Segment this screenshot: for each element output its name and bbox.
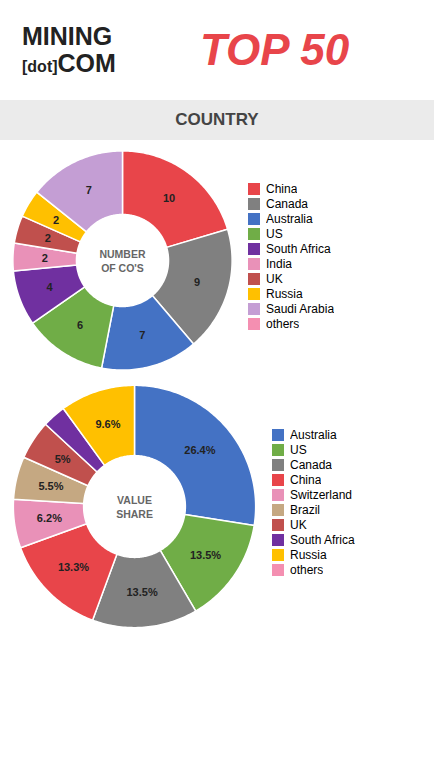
html-text:Australia: Australia (290, 428, 337, 442)
svg-text:10: 10 (163, 192, 175, 204)
html-text:Brazil: Brazil (290, 503, 320, 517)
html-text:US: US (266, 227, 283, 241)
svg-text:9: 9 (194, 276, 200, 288)
html-text:UK: UK (266, 272, 283, 286)
html-text:Canada: Canada (290, 458, 332, 472)
html-text:Russia: Russia (266, 287, 303, 301)
svg-text:6.2%: 6.2% (37, 512, 62, 524)
html-text:South Africa: South Africa (290, 533, 355, 547)
svg-text:6: 6 (77, 319, 83, 331)
svg-text:VALUESHARE: VALUESHARE (116, 494, 153, 520)
html-text:China: China (266, 182, 298, 196)
html-text:Saudi Arabia: Saudi Arabia (266, 302, 335, 316)
svg-text:NUMBEROF CO'S: NUMBEROF CO'S (99, 248, 145, 274)
svg-text:4: 4 (46, 281, 53, 293)
svg-text:13.5%: 13.5% (126, 586, 157, 598)
svg-text:26.4%: 26.4% (184, 444, 215, 456)
html-text:others: others (266, 317, 300, 331)
svg-text:5.5%: 5.5% (38, 480, 63, 492)
html-text:South Africa: South Africa (266, 242, 331, 256)
html-text:others: others (290, 563, 324, 577)
svg-text:13.5%: 13.5% (190, 549, 221, 561)
html-text:India: India (266, 257, 292, 271)
svg-text:9.6%: 9.6% (95, 418, 120, 430)
html-text:Australia: Australia (266, 212, 313, 226)
html-text:UK: UK (290, 518, 307, 532)
html-text:Switzerland: Switzerland (290, 488, 352, 502)
svg-text:2: 2 (42, 252, 48, 264)
html-text:[dot]COM: [dot]COM (22, 49, 116, 77)
svg-text:5%: 5% (55, 453, 71, 465)
svg-text:13.3%: 13.3% (58, 561, 89, 573)
svg-text:7: 7 (86, 184, 92, 196)
html-text:US: US (290, 443, 307, 457)
html-text:TOP 50: TOP 50 (200, 25, 350, 74)
html-text:Canada: Canada (266, 197, 308, 211)
html-text:Russia: Russia (290, 548, 327, 562)
html-text:MINING: MINING (22, 21, 113, 50)
svg-text:7: 7 (139, 329, 145, 341)
html-text:China: China (290, 473, 322, 487)
svg-text:2: 2 (53, 214, 59, 226)
html-text:COUNTRY: COUNTRY (175, 110, 259, 129)
svg-text:2: 2 (45, 232, 51, 244)
